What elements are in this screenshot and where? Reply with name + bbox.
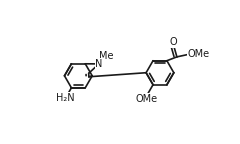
Text: Me: Me xyxy=(99,51,113,61)
Text: OMe: OMe xyxy=(187,49,210,59)
Text: OMe: OMe xyxy=(135,94,157,104)
Text: N: N xyxy=(95,59,103,69)
Text: O: O xyxy=(169,37,177,47)
Text: H₂N: H₂N xyxy=(56,93,74,103)
